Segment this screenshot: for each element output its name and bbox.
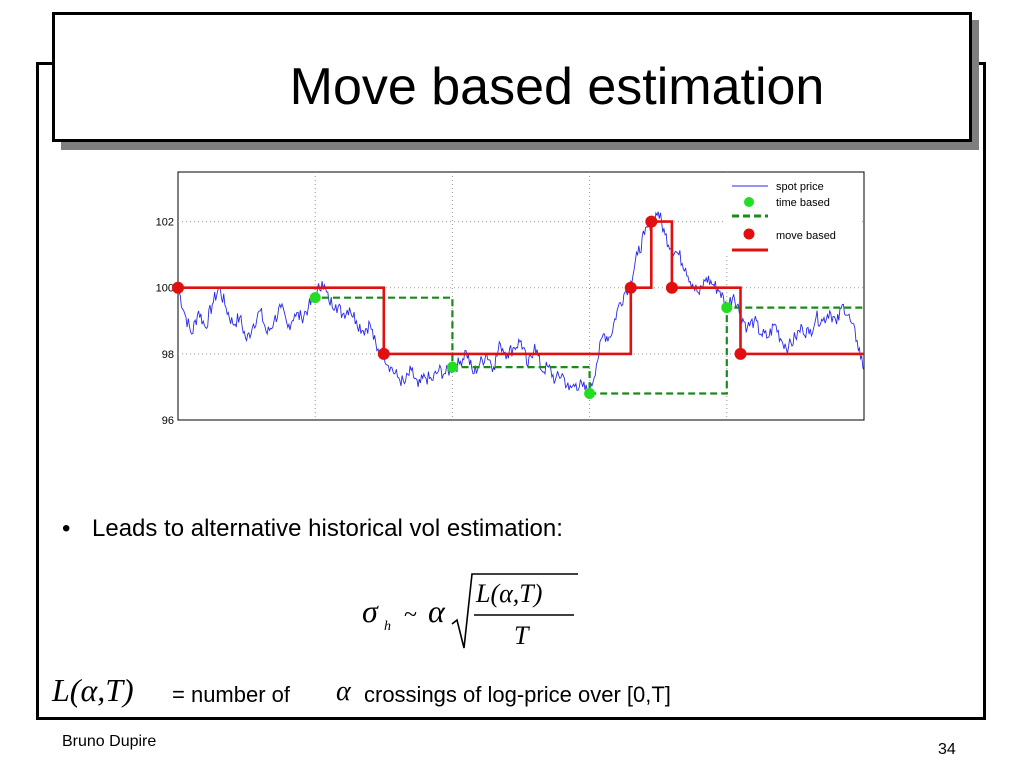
move-based-series (172, 215, 864, 360)
formula-subscript: h (384, 619, 391, 634)
definition-line: L(α,T) = number of α crossings of log-pr… (52, 670, 952, 710)
spot-price-line (177, 211, 865, 399)
move-based-line (178, 220, 864, 356)
legend-time-label: time based (776, 197, 830, 209)
definition-alpha: α (336, 676, 351, 707)
bullet-symbol: • (62, 515, 71, 542)
legend-move-label: move based (776, 230, 836, 242)
time-based-series (172, 282, 864, 400)
time-based-point (446, 361, 458, 373)
y-tick-label: 102 (156, 217, 174, 229)
y-axis-ticks: 96 98 100 102 (156, 217, 174, 427)
move-based-point (665, 281, 678, 294)
time-based-point (584, 388, 596, 400)
footer-author: Bruno Dupire (62, 733, 157, 750)
formula-radical (451, 573, 578, 649)
move-based-point (377, 347, 390, 360)
definition-symbol: L(α,T) (52, 672, 134, 708)
price-chart: 96 98 100 102 spot price time based move ba… (156, 171, 865, 427)
page-number: 34 (938, 741, 956, 758)
definition-prefix: = number of (172, 682, 291, 707)
bullet-text: Leads to alternative historical vol esti… (92, 515, 563, 542)
move-based-point (172, 281, 184, 294)
time-based-line (178, 286, 864, 395)
move-based-point (645, 215, 658, 228)
move-based-point (734, 347, 747, 360)
title-box: Move based estimation (52, 12, 972, 142)
legend: spot price time based move based (724, 176, 860, 256)
formula-numerator: L(α,T) (475, 579, 542, 608)
formula-tilde: ~ (404, 602, 417, 628)
formula-sigma: σ (362, 593, 379, 629)
legend-move-marker (743, 228, 755, 240)
vol-formula: σ h ~ α L(α,T) T (362, 573, 578, 650)
y-tick-label: 98 (162, 349, 174, 361)
time-based-point (309, 292, 321, 304)
slide-title: Move based estimation (289, 58, 825, 116)
definition-suffix: crossings of log-price over [0,T] (364, 682, 671, 707)
formula-alpha: α (428, 593, 446, 629)
legend-spot-label: spot price (776, 181, 824, 193)
legend-time-marker (744, 197, 754, 207)
move-based-point (624, 281, 637, 294)
y-tick-label: 100 (156, 283, 174, 295)
spot-price-series (177, 211, 865, 399)
time-based-point (721, 302, 733, 314)
formula-denominator: T (514, 621, 530, 650)
y-tick-label: 96 (162, 415, 174, 427)
